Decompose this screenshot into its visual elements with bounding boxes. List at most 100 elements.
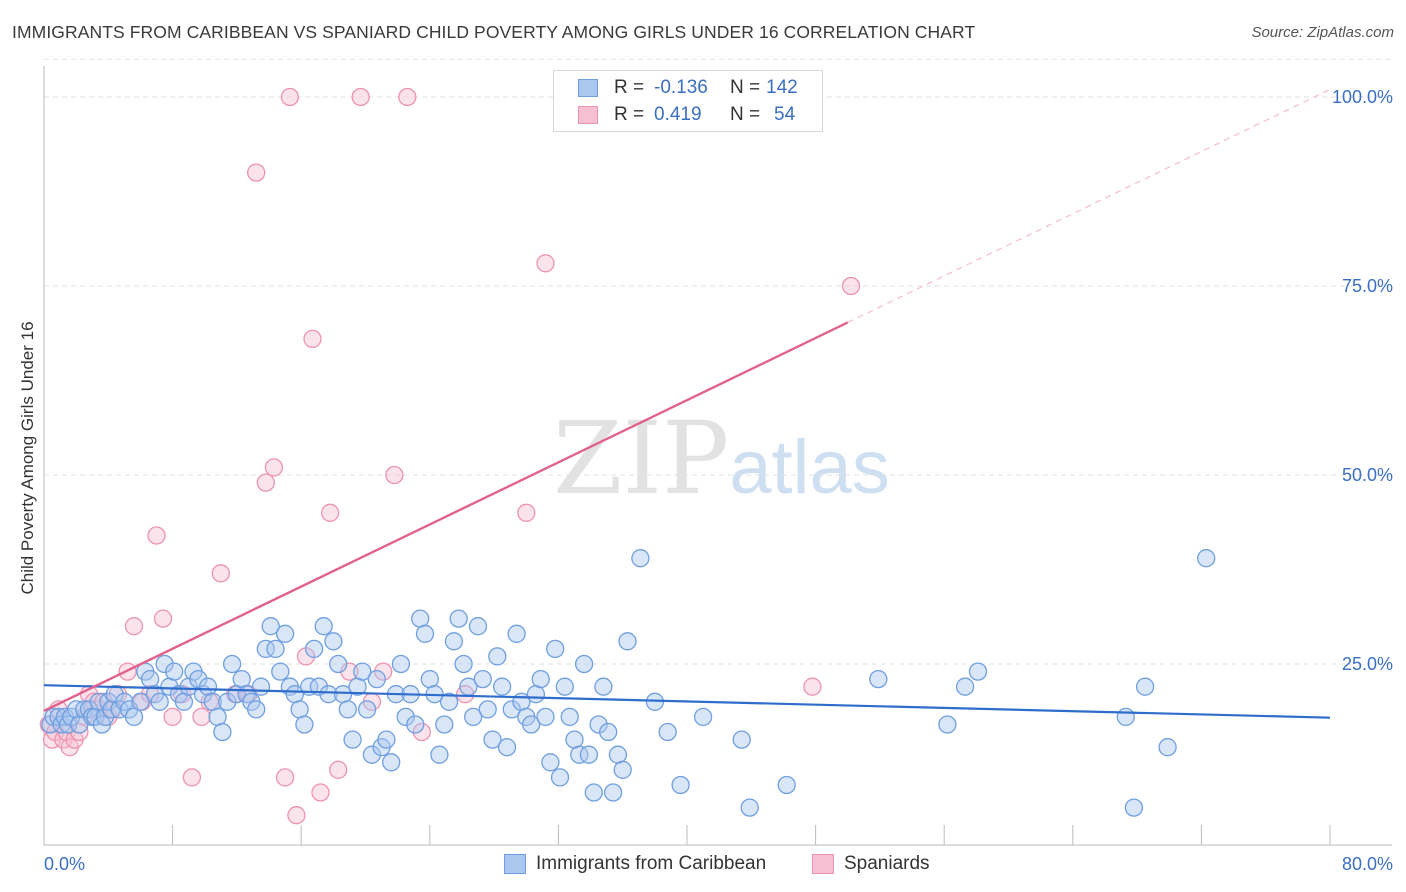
spaniards-trend-line (43, 321, 849, 712)
caribbean-point (507, 624, 526, 643)
y-tick-label: 50.0% (1342, 465, 1393, 485)
legend-swatch-caribbean (504, 854, 526, 874)
caribbean-point (406, 715, 425, 734)
caribbean-point (420, 669, 439, 689)
spaniards-point (256, 473, 275, 492)
watermark-zip: ZIP (553, 400, 730, 517)
caribbean-point (658, 722, 677, 742)
y-axis-label: Child Poverty Among Girls Under 16 (18, 321, 37, 595)
legend-r-label: R = (614, 77, 645, 98)
caribbean-point (526, 685, 546, 704)
caribbean-point (208, 707, 227, 727)
spaniards-point (124, 617, 144, 636)
caribbean-point (86, 707, 105, 727)
spaniards-point (385, 465, 404, 485)
caribbean-point (251, 677, 271, 696)
legend-n-value-caribbean: 142 (766, 77, 798, 98)
caribbean-point (531, 669, 550, 689)
caribbean-point (222, 654, 242, 674)
spaniards-point (275, 768, 295, 787)
caribbean-point (594, 677, 613, 696)
spaniards-point (153, 609, 173, 628)
caribbean-point (502, 700, 521, 719)
legend-swatch-spaniards (812, 854, 834, 874)
tick-labels: 25.0% 50.0% 75.0% 100.0% 0.0% 80.0% (44, 87, 1393, 874)
caribbean-point (439, 692, 459, 711)
spaniards-point (147, 526, 166, 545)
caribbean-point (377, 730, 396, 749)
caribbean-point (155, 654, 174, 674)
y-tick-label: 100.0% (1332, 87, 1393, 107)
spaniards-point (280, 87, 300, 107)
spaniards-point (320, 503, 340, 522)
watermark-atlas: atlas (729, 425, 890, 510)
caribbean-point (261, 617, 280, 636)
caribbean-point (124, 707, 144, 727)
caribbean-point (174, 692, 194, 711)
caribbean-point (391, 654, 411, 674)
caribbean-point (589, 715, 608, 734)
caribbean-point (95, 707, 115, 727)
caribbean-point (131, 692, 150, 711)
correlation-legend: R = -0.136 N = 142 R = 0.419 N = 54 (553, 70, 823, 132)
caribbean-point (603, 783, 623, 802)
spaniards-points (39, 87, 861, 825)
caribbean-point (295, 715, 314, 734)
caribbean-point (541, 753, 560, 772)
spaniards-point (398, 87, 417, 107)
caribbean-point (338, 700, 357, 719)
caribbean-point (497, 738, 517, 757)
caribbean-points (41, 549, 1216, 817)
spaniards-point (841, 276, 861, 296)
caribbean-point (343, 730, 362, 749)
caribbean-point (1197, 549, 1216, 568)
caribbean-point (869, 669, 888, 689)
spaniards-point (163, 707, 182, 727)
legend-r-value-spaniards: 0.419 (654, 104, 702, 125)
caribbean-point (693, 707, 713, 727)
caribbean-point (536, 707, 555, 727)
caribbean-point (584, 783, 603, 802)
x-tick-label: 0.0% (44, 854, 85, 874)
caribbean-point (329, 654, 348, 674)
spaniards-point (351, 87, 370, 107)
caribbean-point (599, 722, 618, 742)
caribbean-point (483, 730, 502, 749)
spaniards-point (140, 685, 160, 704)
caribbean-point (411, 609, 430, 628)
spaniards-point (311, 783, 330, 802)
caribbean-point (382, 753, 401, 772)
legend-n-label: N = (730, 77, 761, 98)
caribbean-point (608, 745, 628, 764)
caribbean-point (430, 745, 449, 764)
spaniards-point (264, 458, 284, 477)
caribbean-point (232, 669, 251, 689)
caribbean-point (256, 639, 275, 659)
spaniards-point (412, 722, 431, 742)
caribbean-point (1135, 677, 1155, 696)
spaniards-trend-extension (847, 88, 1331, 324)
spaniards-point (517, 503, 536, 522)
caribbean-point (213, 722, 232, 742)
caribbean-point (1158, 738, 1177, 757)
spaniards-point (374, 662, 393, 681)
caribbean-point (266, 639, 285, 659)
caribbean-point (560, 707, 579, 727)
caribbean-point (247, 700, 266, 719)
caribbean-point (740, 798, 759, 817)
caribbean-point (1116, 707, 1135, 727)
source-credit: Source: ZipAtlas.com (1251, 24, 1394, 41)
caribbean-point (732, 730, 751, 749)
axes (43, 66, 1392, 846)
caribbean-point (565, 730, 584, 749)
caribbean-point (140, 669, 160, 689)
legend-swatch-caribbean (578, 79, 598, 97)
caribbean-point (444, 632, 464, 651)
caribbean-point (488, 647, 507, 666)
spaniards-point (803, 677, 822, 696)
caribbean-point (955, 677, 975, 696)
caribbean-point (198, 677, 218, 696)
caribbean-trend-line (43, 684, 1331, 719)
caribbean-point (968, 662, 988, 681)
